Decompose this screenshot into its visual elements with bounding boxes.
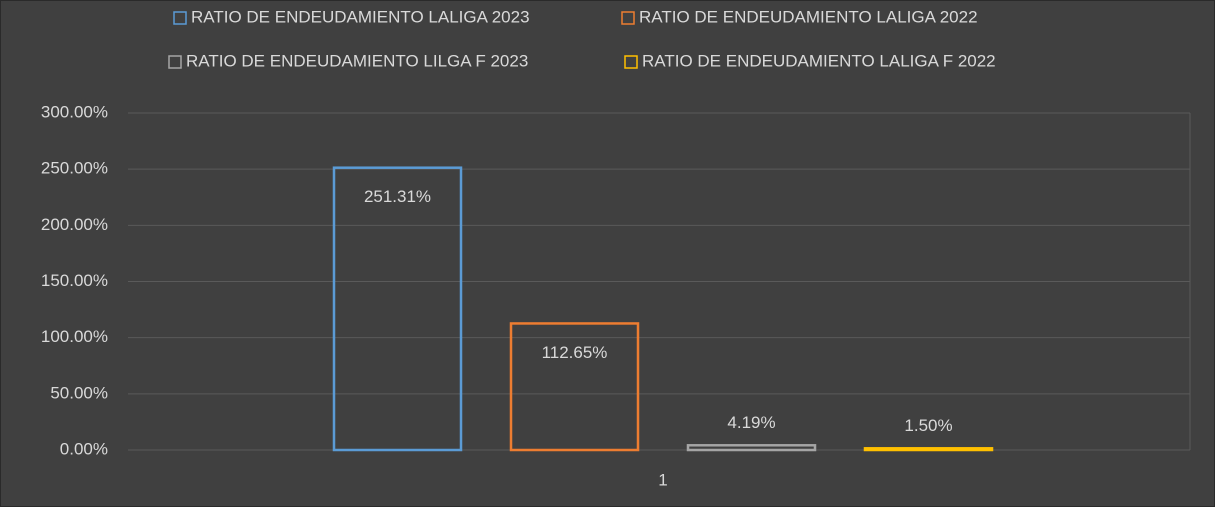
bar [509,322,640,452]
bar [332,166,463,452]
legend-swatch [624,55,638,69]
data-label: 4.19% [727,413,775,432]
legend-label: RATIO DE ENDEUDAMIENTO LALIGA F 2022 [642,51,996,70]
y-tick-label: 250.00% [41,159,108,178]
y-tick-label: 150.00% [41,271,108,290]
legend-swatch [621,11,635,25]
y-tick-label: 0.00% [60,439,108,458]
legend-label: RATIO DE ENDEUDAMIENTO LALIGA 2022 [639,7,978,26]
data-label: 112.65% [542,343,608,362]
y-tick-label: 50.00% [50,383,108,402]
y-tick-label: 300.00% [41,102,108,121]
data-label: 251.31% [364,187,431,206]
legend-label: RATIO DE ENDEUDAMIENTO LILGA F 2023 [186,51,528,70]
bar [863,447,994,452]
bar [686,444,817,452]
legend-swatch [173,11,187,25]
legend-swatch [168,55,182,69]
x-tick-label: 1 [658,470,667,489]
legend-label: RATIO DE ENDEUDAMIENTO LALIGA 2023 [191,7,530,26]
y-tick-label: 200.00% [41,215,108,234]
data-label: 1.50% [904,416,952,435]
y-tick-label: 100.00% [41,327,108,346]
